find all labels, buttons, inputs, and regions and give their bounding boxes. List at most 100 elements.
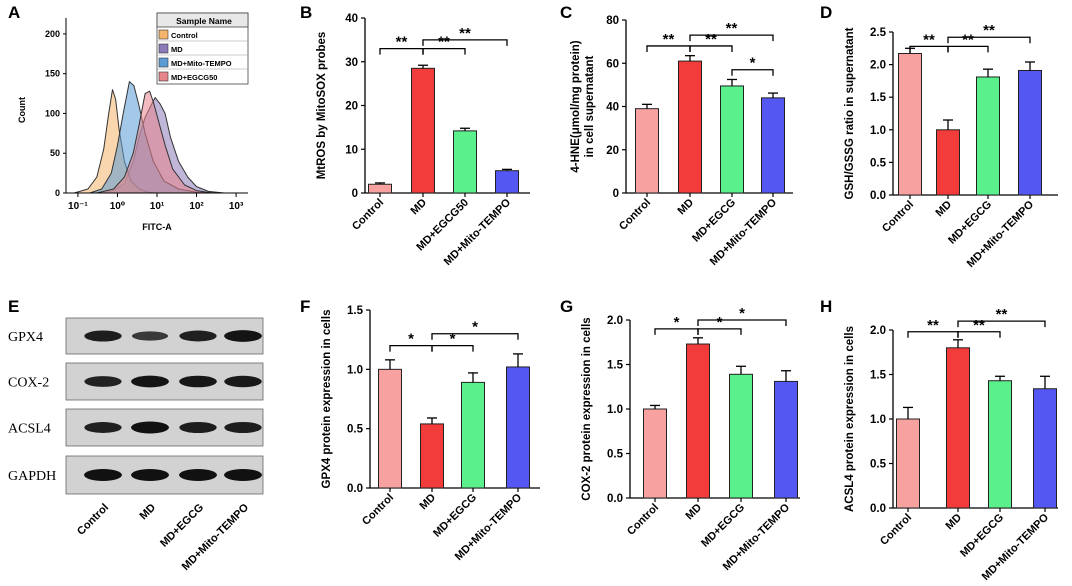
significance-label: ** (983, 22, 995, 39)
y-axis-label: GSH/GSSG ratio in supernatant (844, 27, 856, 199)
panel-f-bar-chart: 0.0 0.5 1.0 1.5 GPX4 protein expression in c… (321, 305, 540, 563)
x-tick-label: Control (878, 512, 914, 548)
significance-bracket (697, 328, 742, 335)
blot-band (131, 331, 169, 341)
blot-band (224, 330, 262, 342)
blot-lane-label: MD (138, 502, 159, 523)
significance-bracket (422, 47, 466, 55)
panel-d-bar-chart: 0.0 0.5 1.0 1.5 2.0 2.5 GSH/GSSG ratio in supe… (844, 22, 1058, 270)
significance-label: * (739, 305, 745, 322)
legend-swatch (158, 57, 169, 68)
blot-band (179, 375, 217, 388)
x-tick-label: MD (684, 502, 705, 523)
panel-letter-h: H (820, 297, 832, 316)
significance-label: ** (923, 31, 935, 48)
y-tick-label: 150 (45, 69, 60, 79)
legend-title: Sample Name (176, 16, 232, 26)
bar-control (896, 418, 920, 509)
blot-lane-label: MD+EGCG (158, 502, 206, 550)
y-tick-label: 2.0 (870, 325, 886, 337)
x-tick-label: 10³ (229, 201, 244, 212)
significance-label: ** (962, 31, 974, 48)
y-tick-label: 0.5 (607, 449, 624, 461)
blot-band (131, 421, 169, 434)
blot-band (224, 375, 262, 388)
significance-label: ** (726, 20, 738, 37)
histogram-md-egcg50 (96, 90, 213, 194)
y-tick-label: 10 (345, 144, 358, 156)
x-tick-label: Control (360, 492, 396, 528)
blot-band (224, 421, 262, 434)
y-tick-label: 100 (45, 108, 60, 118)
bar-md (411, 67, 435, 194)
bar-md (946, 347, 970, 509)
bar-md (420, 423, 444, 489)
significance-label: * (750, 55, 756, 72)
panel-b-bar-chart: 0 10 20 30 40 MtROS by MitoSOX probes Control M… (316, 13, 530, 268)
x-tick-label: MD+EGCG (699, 502, 747, 550)
x-tick-label: Control (880, 199, 916, 235)
blot-band (84, 469, 122, 481)
panel-c-bar-chart: 0 20 40 60 80 4-HNE(μmol/mg protein) in cell s… (570, 15, 793, 268)
panel-g-bar-chart: 0.0 0.5 1.0 1.5 2.0 COX-2 protein expression … (581, 305, 800, 573)
significance-bracket (957, 320, 1046, 328)
y-axis-label: Count (17, 97, 27, 123)
y-tick-label: 50 (50, 148, 60, 158)
significance-bracket (697, 319, 787, 326)
x-tick-label: MD (418, 492, 439, 513)
bar-md-egcg (461, 381, 485, 489)
significance-label: * (717, 314, 723, 331)
panel-a-histogram: 0 50 100 150 200 10⁻¹ 10⁰ 10¹ 10² 10³ FITC-A Count S… (17, 12, 249, 232)
significance-label: * (674, 314, 680, 331)
x-tick-label: MD+EGCG (958, 512, 1006, 560)
x-tick-label: 10⁰ (110, 201, 126, 212)
y-axis-label: GPX4 protein expression in cells (321, 310, 333, 489)
y-axis-label: 4-HNE(μmol/mg protein) (570, 40, 582, 172)
panel-letter-e: E (8, 297, 19, 316)
y-tick-label: 1.5 (347, 305, 364, 317)
panel-h-bar-chart: 0.0 0.5 1.0 1.5 2.0 ACSL4 protein expression … (844, 306, 1058, 583)
y-tick-label: 0.5 (870, 157, 887, 169)
x-tick-label: Control (625, 502, 661, 538)
significance-bracket (431, 344, 474, 352)
bar-control (643, 408, 667, 499)
y-tick-label: 0.0 (870, 190, 886, 202)
significance-bracket (947, 45, 989, 53)
legend-label: MD (171, 45, 183, 54)
y-tick-label: 1.0 (870, 414, 886, 426)
y-tick-label: 1.0 (347, 364, 363, 376)
y-tick-label: 20 (345, 101, 358, 113)
x-tick-label: 10¹ (150, 201, 165, 212)
x-tick-label: 10⁻¹ (68, 201, 88, 212)
blot-band (131, 469, 169, 481)
blot-band (131, 375, 169, 388)
y-tick-label: 1.5 (870, 92, 887, 104)
y-tick-label: 1.5 (607, 360, 624, 372)
x-tick-label: MD (409, 197, 430, 218)
x-tick-label: MD+EGCG (431, 492, 479, 540)
blot-row-label: COX-2 (8, 376, 49, 391)
blot-row-label: GPX4 (8, 330, 43, 345)
blot-band (84, 422, 122, 433)
panel-letter-d: D (820, 3, 832, 22)
significance-label: * (408, 331, 414, 348)
significance-label: ** (705, 31, 717, 48)
y-tick-label: 0.0 (347, 483, 363, 495)
y-tick-label: 1.0 (607, 404, 623, 416)
legend-swatch (158, 29, 169, 40)
x-tick-label: 10² (189, 201, 204, 212)
bar-md-egcg (988, 380, 1012, 509)
y-tick-label: 0 (352, 188, 358, 200)
significance-label: * (450, 331, 456, 348)
significance-label: ** (438, 34, 450, 51)
significance-label: ** (663, 31, 675, 48)
y-tick-label: 80 (606, 15, 619, 27)
blot-band (84, 330, 122, 342)
y-axis-label: in cell supernatant (584, 56, 596, 158)
bar-md (936, 129, 960, 196)
blot-row-label: GAPDH (8, 469, 56, 484)
y-axis-label: COX-2 protein expression in cells (581, 317, 593, 500)
x-tick-label: Control (617, 197, 653, 233)
bar-control (898, 53, 922, 196)
y-axis-label: MtROS by MitoSOX probes (316, 32, 328, 180)
